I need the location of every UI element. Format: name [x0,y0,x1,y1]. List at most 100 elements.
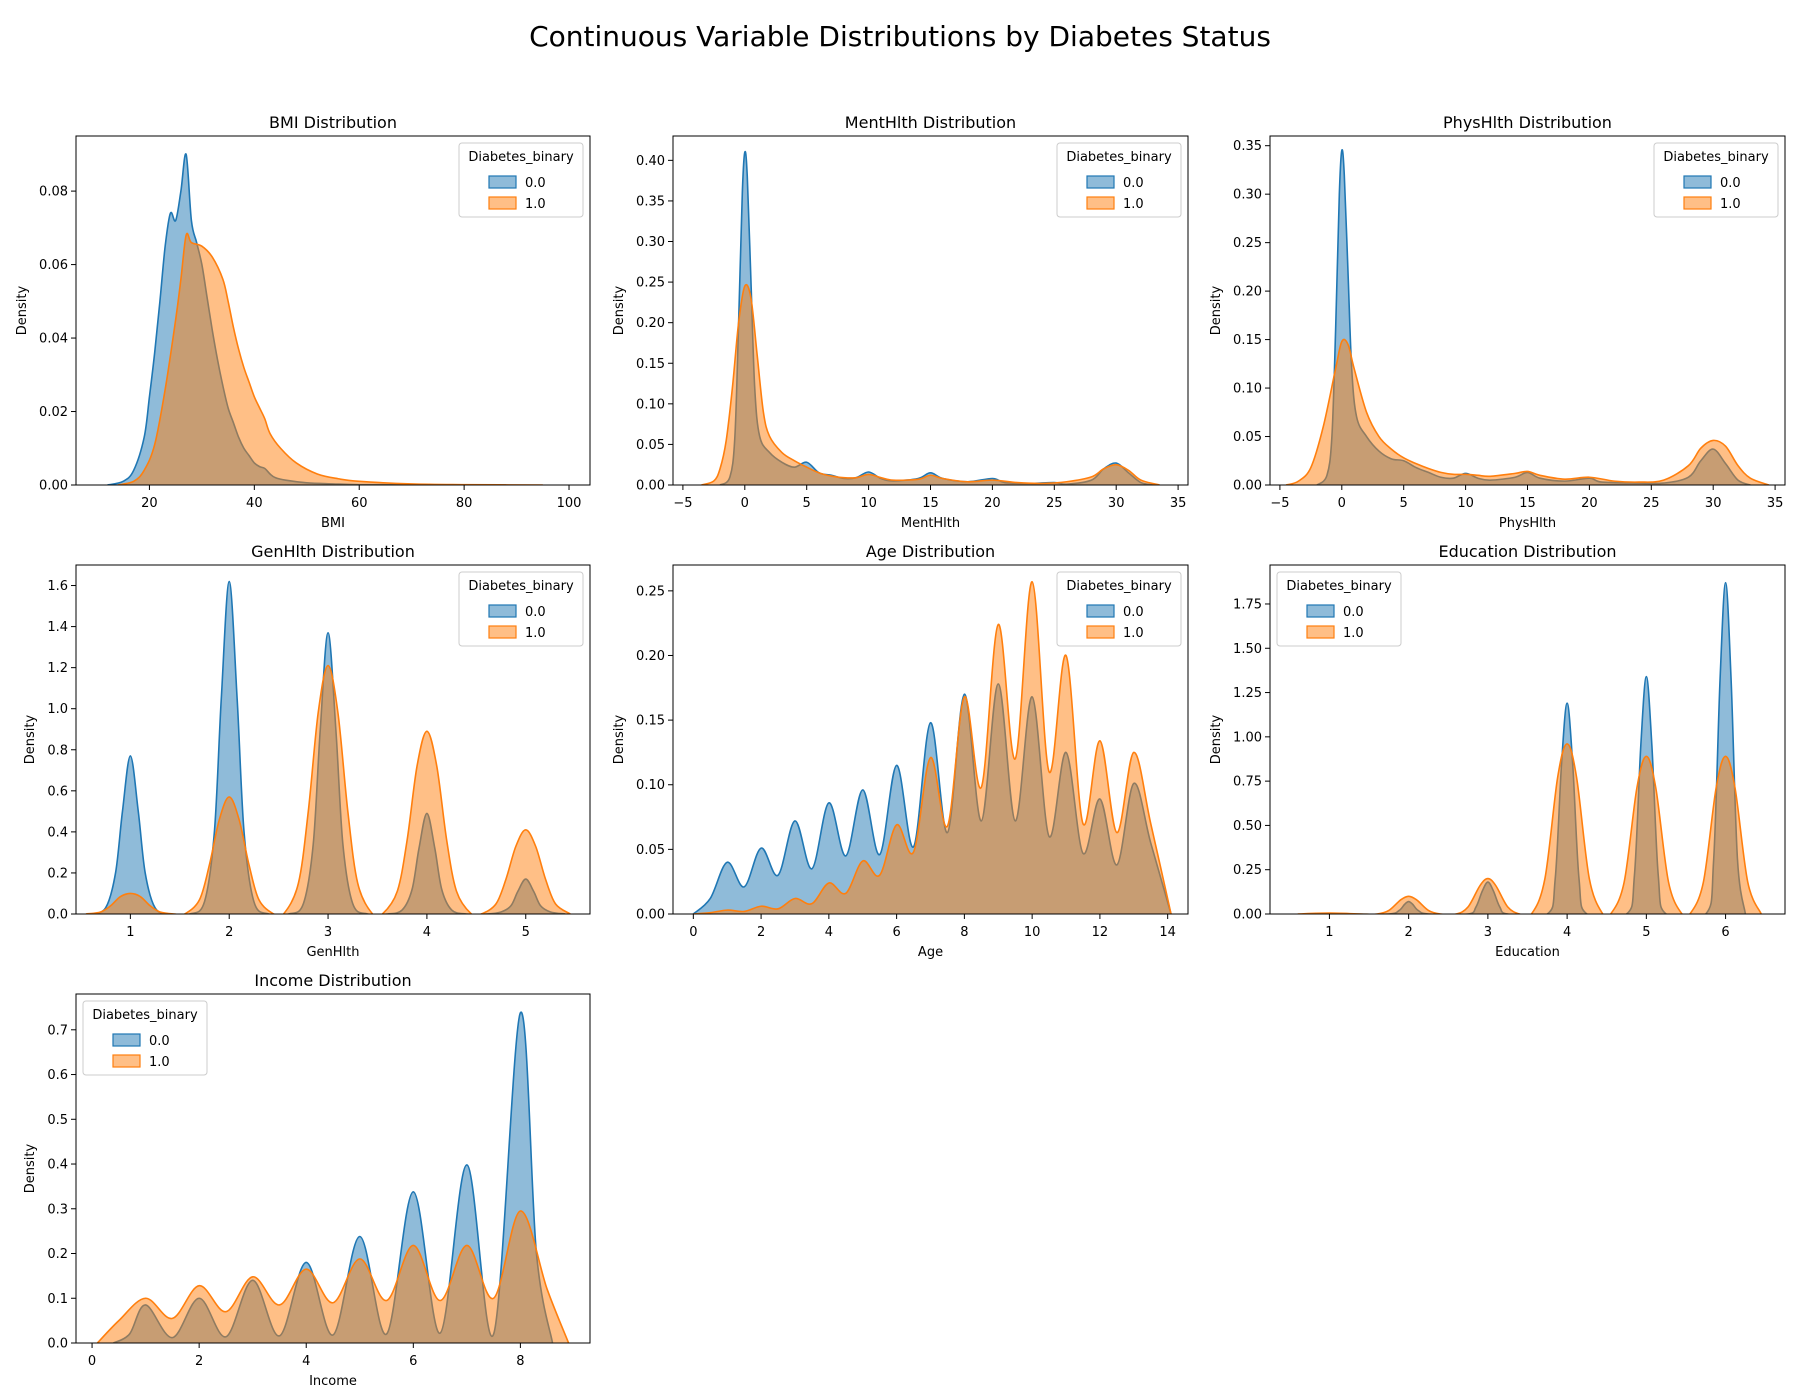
legend-swatch-0-0 [1306,604,1335,618]
x-tick-label: 14 [1159,925,1176,940]
y-tick-label: 0.4 [47,825,68,840]
legend-swatch-0-0 [1086,604,1115,618]
x-axis-label: Age [918,945,943,960]
y-tick-label: 0.25 [1233,236,1262,251]
x-tick-label: 8 [516,1354,524,1369]
legend-title: Diabetes_binary [1286,579,1392,594]
x-tick-label: 35 [1767,496,1784,511]
legend: Diabetes_binary 0.0 1.0 [1056,571,1182,647]
figure-title: Continuous Variable Distributions by Dia… [529,20,1271,53]
x-tick-label: 6 [409,1354,417,1369]
y-tick-label: 0.02 [39,405,68,420]
axes-frame [75,135,591,486]
legend-swatch-1-0 [1086,625,1115,639]
subplot-title: GenHlth Distribution [251,542,415,561]
y-tick-label: 0.15 [1233,333,1262,348]
x-tick-label: 12 [1092,925,1109,940]
series-line-1-0 [693,580,1172,914]
y-tick-label: 0.2 [47,866,68,881]
x-tick-label: 20 [984,496,1001,511]
x-tick-label: 40 [246,496,263,511]
y-tick-label: 1.6 [47,579,68,594]
legend: Diabetes_binary 0.0 1.0 [1056,142,1182,218]
legend-title: Diabetes_binary [1066,150,1172,165]
y-tick-label: 0.20 [636,649,665,664]
x-tick-label: 4 [423,925,431,940]
x-tick-label: 15 [922,496,939,511]
y-tick-label: 0.1 [47,1292,68,1307]
legend-label: 0.0 [1343,605,1364,620]
y-tick-label: 1.4 [47,620,68,635]
x-tick-label: 0 [1338,496,1346,511]
legend-swatch-0-0 [1683,175,1712,189]
y-tick-label: 0.30 [1233,188,1262,203]
series-area-1-0 [97,1210,569,1343]
x-tick-label: 4 [825,925,833,940]
legend-label: 1.0 [1720,197,1741,212]
series-line-1-0 [117,232,543,485]
y-tick-label: 0.00 [636,479,665,494]
axes-frame [672,564,1189,915]
x-tick-label: 6 [892,925,900,940]
y-tick-label: 0.20 [1233,285,1262,300]
y-tick-label: 0.05 [636,843,665,858]
x-tick-label: −5 [1270,496,1289,511]
series-line-1-0 [701,283,1160,485]
legend-label: 0.0 [1720,176,1741,191]
subplot-menthlth: −5 0 5 10 15 20 25 30 35 0.00 0.05 0.10 0.15 0.20 0.25… [612,113,1189,531]
y-tick-label: 0.00 [1233,908,1262,923]
y-tick-label: 0.04 [39,332,68,347]
legend-label: 0.0 [525,176,546,191]
x-tick-label: 2 [1405,925,1413,940]
legend-label: 0.0 [1123,176,1144,191]
y-tick-label: 0.30 [636,235,665,250]
y-axis-label: Density [612,285,627,335]
legend-label: 0.0 [525,605,546,620]
x-tick-label: 5 [522,925,530,940]
legend: Diabetes_binary 0.0 1.0 [82,1000,208,1076]
y-tick-label: 0.0 [47,1337,68,1352]
x-tick-label: 2 [195,1354,203,1369]
axes-frame [75,993,591,1344]
legend-swatch-0-0 [488,604,517,618]
legend-label: 1.0 [149,1055,170,1070]
y-tick-label: 0.15 [636,357,665,372]
y-axis-label: Density [1209,714,1224,764]
x-tick-label: 20 [141,496,158,511]
y-tick-label: 0.50 [1233,819,1262,834]
legend-swatch-1-0 [112,1054,141,1068]
x-tick-label: 1 [126,925,134,940]
y-tick-label: 0.15 [636,714,665,729]
x-axis-label: Education [1495,945,1560,960]
x-tick-label: 3 [324,925,332,940]
legend: Diabetes_binary 0.0 1.0 [1653,142,1779,218]
y-tick-label: 0.00 [39,479,68,494]
y-tick-label: 0.3 [47,1202,68,1217]
axes-frame [75,564,591,915]
y-tick-label: 0.10 [1233,382,1262,397]
legend-label: 1.0 [1123,197,1144,212]
series-line-1-0 [1285,338,1770,485]
y-tick-label: 0.40 [636,154,665,169]
series-area-1-0 [1297,743,1762,914]
x-tick-label: 10 [860,496,877,511]
x-axis-label: PhysHlth [1499,516,1556,531]
x-axis-label: BMI [321,516,345,531]
legend-label: 0.0 [149,1034,170,1049]
y-tick-label: 0.35 [1233,139,1262,154]
y-tick-label: 0.25 [636,584,665,599]
y-tick-label: 1.2 [47,661,68,676]
subplot-age: 0 2 4 6 8 10 12 14 0.00 0.05 0.10 0.15 0.20 0.25 Age D… [612,542,1189,960]
series-area-1-0 [693,581,1172,914]
x-tick-label: 30 [1705,496,1722,511]
x-tick-label: 2 [225,925,233,940]
y-tick-label: 0.10 [636,397,665,412]
series-area-1-0 [117,233,543,485]
y-tick-label: 0.75 [1233,775,1262,790]
y-axis-label: Density [23,714,38,764]
x-tick-label: 30 [1108,496,1125,511]
x-tick-label: 3 [1484,925,1492,940]
y-tick-label: 0.2 [47,1247,68,1262]
